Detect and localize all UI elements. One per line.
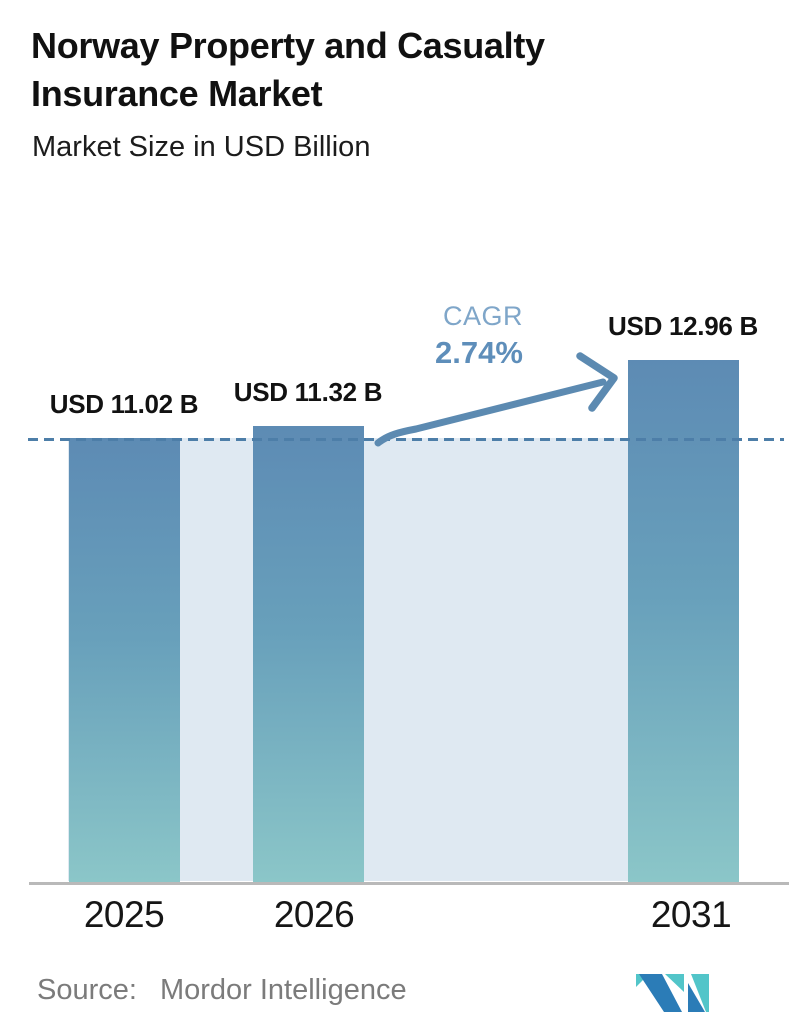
value-label-2031: USD 12.96 B xyxy=(608,310,758,341)
logo-m-mark-icon xyxy=(636,974,709,1012)
bar-2026 xyxy=(252,425,364,882)
year-label-2031: 2031 xyxy=(650,894,732,935)
x-axis-line xyxy=(29,882,789,885)
chart-title-line1: Norway Property and Casualty xyxy=(31,25,545,66)
chart-subtitle: Market Size in USD Billion xyxy=(32,131,371,163)
bar-2031 xyxy=(627,359,739,882)
bar-2025 xyxy=(68,438,180,882)
source-line: Source: Mordor Intelligence xyxy=(37,974,407,1007)
cagr-value: 2.74% xyxy=(435,335,523,370)
chart-title-line2: Insurance Market xyxy=(31,73,323,114)
year-label-2026: 2026 xyxy=(273,894,355,935)
value-label-2026: USD 11.32 B xyxy=(233,376,383,407)
source-label: Source: xyxy=(37,974,137,1006)
chart-title: Norway Property and Casualty Insurance M… xyxy=(31,22,731,118)
reference-band xyxy=(68,438,739,881)
value-label-2025: USD 11.02 B xyxy=(49,389,199,419)
source-name: Mordor Intelligence xyxy=(159,974,407,1006)
cagr-label: CAGR xyxy=(442,301,523,331)
mordor-intelligence-logo xyxy=(632,968,710,1012)
year-label-2025: 2025 xyxy=(83,894,165,935)
